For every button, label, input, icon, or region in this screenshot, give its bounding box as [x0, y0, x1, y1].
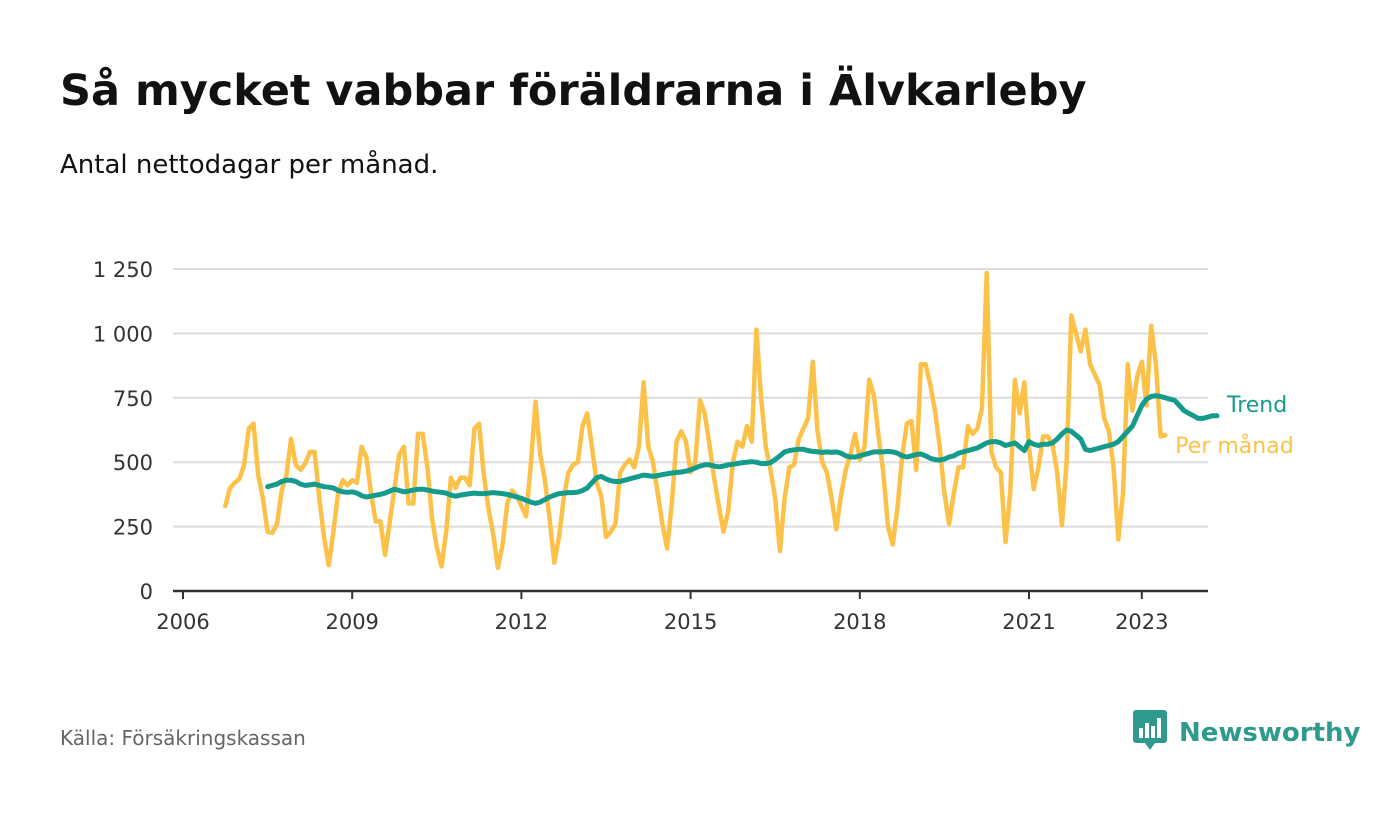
bar-chart-speech-bubble-icon — [1133, 710, 1167, 756]
y-tick-label: 500 — [113, 451, 153, 475]
trend-series-label: Trend — [1226, 393, 1287, 418]
x-tick-label: 2023 — [1115, 610, 1168, 634]
x-tick-label: 2006 — [156, 610, 209, 634]
x-axis: 2006 2009 2012 2015 2018 2021 2023 — [156, 589, 1208, 634]
source-note: Källa: Försäkringskassan — [60, 726, 306, 750]
monthly-series-label: Per månad — [1175, 433, 1293, 459]
series-labels: Per månad Trend — [1175, 393, 1293, 459]
x-tick-label: 2018 — [833, 610, 886, 634]
x-tick-label: 2021 — [1002, 610, 1055, 634]
y-tick-label: 250 — [113, 516, 153, 540]
y-tick-label: 0 — [140, 580, 153, 604]
x-tick-label: 2015 — [664, 610, 717, 634]
brand-logo: Newsworthy — [1133, 710, 1361, 756]
page-title: Så mycket vabbar föräldrarna i Älvkarleb… — [60, 66, 1087, 116]
trend-series-line — [265, 393, 1220, 506]
series-lines — [223, 270, 1220, 571]
y-tick-label: 750 — [113, 387, 153, 411]
page-subtitle: Antal nettodagar per månad. — [60, 150, 439, 180]
y-tick-label: 1 250 — [93, 258, 153, 282]
brand-name: Newsworthy — [1179, 718, 1361, 748]
x-tick-label: 2012 — [495, 610, 548, 634]
y-axis-tick-labels: 0 250 500 750 1 000 1 250 — [93, 258, 153, 604]
x-tick-label: 2009 — [325, 610, 378, 634]
gridlines — [173, 268, 1208, 528]
y-tick-label: 1 000 — [93, 322, 153, 346]
monthly-series-line — [223, 270, 1168, 571]
